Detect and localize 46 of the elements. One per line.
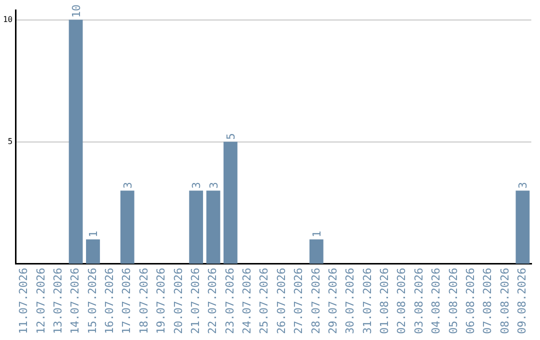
x-tick-label: 27.07.2026 (292, 268, 306, 334)
bar (206, 190, 220, 264)
x-tick-label: 18.07.2026 (137, 268, 150, 334)
bar (189, 190, 204, 264)
x-tick-label: 13.07.2026 (51, 268, 64, 334)
x-tick-label: 03.08.2026 (412, 268, 426, 334)
x-tick-label: 28.07.2026 (309, 268, 322, 334)
x-tick-label: 31.07.2026 (360, 268, 374, 334)
x-tick-label: 12.07.2026 (34, 268, 48, 334)
x-tick-label: 14.07.2026 (68, 268, 82, 334)
bar (86, 239, 100, 264)
x-tick-label: 17.07.2026 (120, 268, 134, 334)
x-tick-label: 21.07.2026 (188, 268, 202, 334)
data-label: 1 (310, 230, 324, 238)
x-tick-label: 19.07.2026 (154, 268, 168, 334)
x-tick-label: 08.08.2026 (498, 268, 512, 334)
x-tick-label: 06.08.2026 (464, 268, 477, 334)
x-tick-label: 25.07.2026 (258, 268, 271, 334)
x-tick-label: 02.08.2026 (395, 268, 408, 334)
data-label: 3 (190, 182, 204, 189)
bar (516, 190, 530, 264)
data-label: 3 (121, 182, 134, 189)
data-label: 3 (207, 182, 220, 189)
bar (224, 142, 238, 264)
x-tick-label: 07.08.2026 (481, 268, 494, 334)
x-tick-label: 01.08.2026 (378, 268, 392, 334)
x-tick-label: 29.07.2026 (326, 268, 340, 334)
bar (309, 239, 324, 264)
x-tick-label: 09.08.2026 (516, 268, 529, 334)
x-tick-label: 22.07.2026 (206, 268, 220, 334)
x-tick-label: 16.07.2026 (103, 268, 116, 334)
x-tick-label: 15.07.2026 (86, 268, 99, 334)
x-tick-label: 24.07.2026 (240, 268, 254, 334)
x-tick-label: 11.07.2026 (17, 268, 30, 334)
data-label: 5 (224, 133, 238, 140)
x-tick-label: 20.07.2026 (172, 268, 185, 334)
data-label: 1 (86, 230, 100, 238)
x-tick-label: 23.07.2026 (223, 268, 236, 334)
x-tick-label: 05.08.2026 (446, 268, 460, 334)
data-label: 3 (516, 182, 530, 189)
bar (68, 20, 83, 264)
x-tick-label: 26.07.2026 (274, 268, 288, 334)
data-label: 10 (70, 4, 83, 18)
x-tick-label: 04.08.2026 (430, 268, 443, 334)
x-tick-label: 30.07.2026 (344, 268, 357, 334)
bar (120, 190, 134, 264)
